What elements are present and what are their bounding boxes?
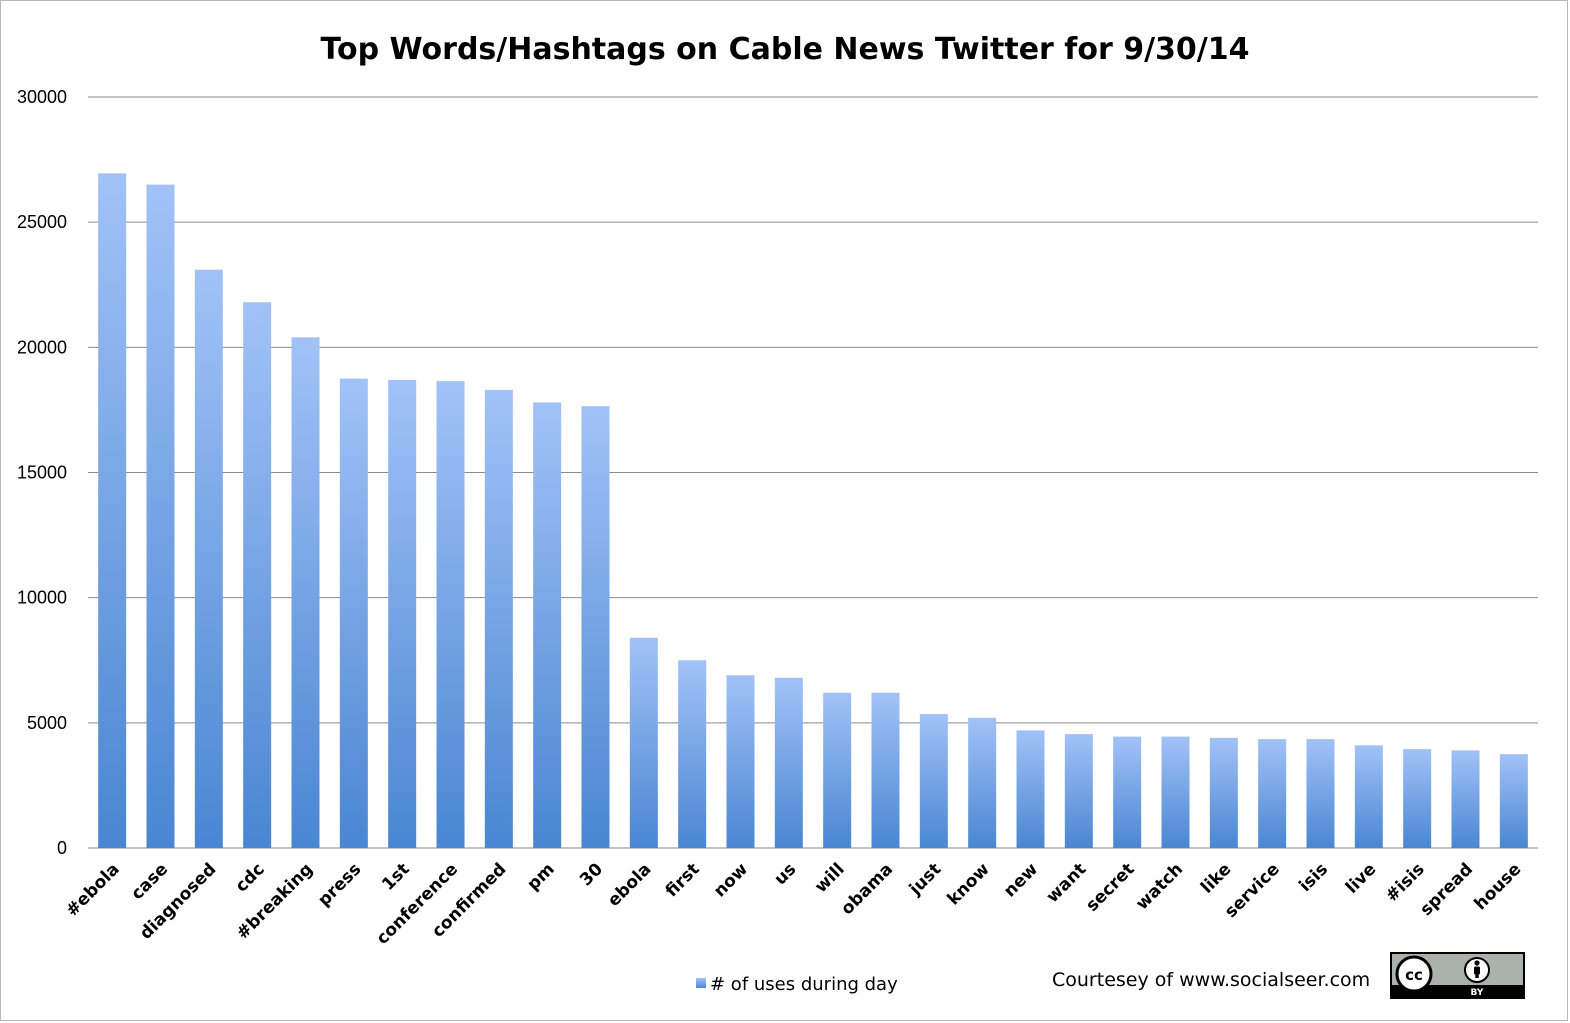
bar <box>1354 745 1383 848</box>
credit-text: Courtesey of www.socialseer.com <box>1052 969 1370 991</box>
bar <box>533 402 562 848</box>
bar <box>871 692 900 848</box>
bar <box>968 717 997 848</box>
bar <box>1451 750 1480 848</box>
bar <box>339 378 368 848</box>
bar <box>678 660 707 848</box>
bar <box>484 389 513 848</box>
bar <box>1499 754 1528 848</box>
x-tick-label: will <box>811 859 849 897</box>
bar <box>1064 734 1093 848</box>
x-tick-label: now <box>710 859 752 901</box>
cc-label: cc <box>1405 966 1423 984</box>
bar <box>1161 736 1190 848</box>
x-tick-label: isis <box>1295 859 1332 896</box>
x-tick-label: #isis <box>1382 859 1429 906</box>
bar <box>291 337 320 848</box>
x-tick-label: watch <box>1132 859 1187 914</box>
bar <box>774 677 803 848</box>
gridlines <box>88 96 1538 849</box>
bar <box>823 692 852 848</box>
y-tick-label: 25000 <box>17 212 67 232</box>
bar <box>146 184 175 848</box>
x-tick-label: live <box>1342 859 1380 897</box>
bar <box>581 406 610 848</box>
x-tick-label: spread <box>1416 859 1477 920</box>
x-tick-label: ebola <box>604 859 655 910</box>
bar <box>1403 749 1432 848</box>
x-tick-label: #ebola <box>62 859 123 920</box>
bar <box>1113 736 1142 848</box>
bar <box>436 381 465 848</box>
x-tick-label: us <box>771 859 801 889</box>
x-tick-label: just <box>905 859 945 899</box>
x-tick-label: house <box>1471 859 1526 914</box>
y-tick-label: 20000 <box>17 337 67 357</box>
bars <box>98 173 1528 849</box>
cc-by-icon: cc BY <box>1390 952 1525 999</box>
x-tick-label: know <box>944 859 994 909</box>
bar <box>388 379 417 848</box>
x-tick-label: press <box>314 859 365 910</box>
x-tick-label: 1st <box>378 859 413 894</box>
legend: # of uses during day <box>696 974 898 995</box>
y-tick-label: 10000 <box>17 588 67 608</box>
x-tick-label: like <box>1197 859 1235 897</box>
bar <box>629 637 658 848</box>
by-label: BY <box>1471 988 1484 998</box>
x-tick-label: secret <box>1082 859 1138 915</box>
x-tick-label: 30 <box>576 859 607 890</box>
y-tick-label: 5000 <box>27 713 67 733</box>
bar <box>194 269 223 849</box>
y-axis-ticks: 0 5000 10000 15000 20000 25000 30000 <box>17 87 67 858</box>
legend-label: # of uses during day <box>710 974 898 995</box>
chart-title: Top Words/Hashtags on Cable News Twitter… <box>321 32 1250 67</box>
x-tick-label: pm <box>523 859 558 894</box>
x-tick-label: first <box>662 859 704 901</box>
bar <box>98 173 127 848</box>
y-tick-label: 0 <box>57 838 67 858</box>
bar <box>1016 730 1045 848</box>
bar <box>919 714 948 848</box>
bar <box>726 675 755 848</box>
x-tick-label: case <box>127 859 172 904</box>
x-tick-label: obama <box>837 859 897 919</box>
bar <box>1306 739 1335 848</box>
y-tick-label: 30000 <box>17 87 67 107</box>
bar <box>1258 739 1287 848</box>
legend-swatch <box>696 978 706 988</box>
bar <box>1209 737 1238 848</box>
x-tick-label: new <box>1000 859 1042 901</box>
x-tick-label: cdc <box>232 859 269 896</box>
bar <box>243 302 272 849</box>
y-tick-label: 15000 <box>17 463 67 483</box>
